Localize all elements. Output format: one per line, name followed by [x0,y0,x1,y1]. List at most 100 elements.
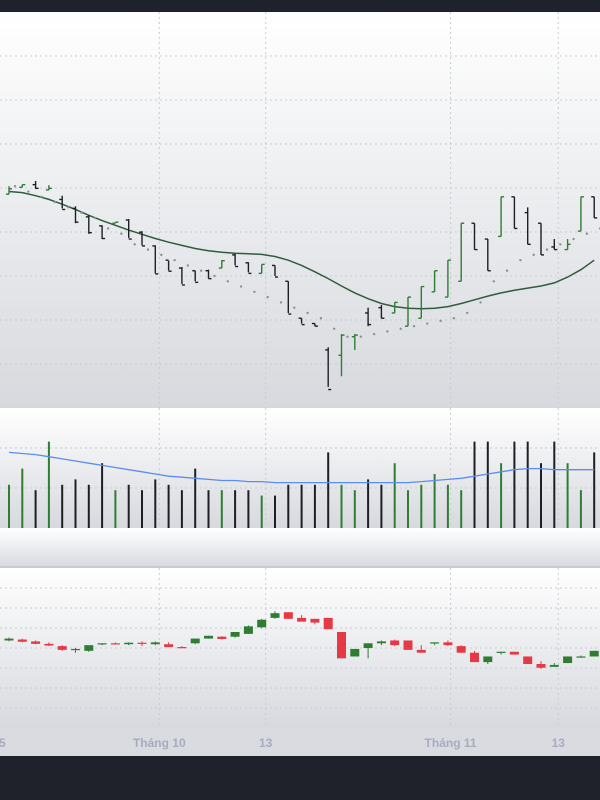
volume-bar [407,490,409,528]
price-dot-marker [572,237,575,241]
price-dot-marker [279,301,283,304]
volume-bar [433,474,436,528]
price-dot-marker [120,232,123,235]
price-dot-marker [67,206,70,209]
candle-body [470,652,479,663]
price-dot-marker [452,317,456,320]
volume-bar [367,479,370,528]
candle-body [31,641,41,644]
price-panel [0,12,600,408]
candle-body [297,617,307,622]
candle-body [44,643,54,646]
candle-body [177,647,187,649]
volume-bar [8,484,10,528]
bottom-frame-bar [0,756,600,800]
volume-bar [167,484,170,528]
volume-bar [127,484,130,528]
price-dot-marker [106,227,110,230]
price-dot-marker [426,322,429,325]
price-dot-marker [306,311,309,315]
candle-body [57,646,67,650]
price-dot-marker [27,190,30,193]
volume-bar [207,490,210,528]
candle-body [204,635,213,639]
candle-body [443,642,453,646]
candle-body [71,648,80,651]
price-dot-marker [585,232,589,235]
price-dot-marker [439,319,442,323]
price-dot-marker [133,243,136,246]
x-axis-tick-label: 13 [552,736,566,750]
volume-bar [274,495,276,528]
candle-body [483,656,493,663]
volume-bar [300,484,303,528]
volume-bar [247,490,250,528]
x-axis-tick-label: 13 [259,736,273,750]
volume-bar [460,490,463,528]
volume-bar [34,490,37,528]
price-dot-marker [53,200,57,204]
volume-bar [87,484,90,528]
volume-bar [420,484,423,528]
volume-bar [353,490,356,528]
volume-bar [47,441,50,528]
candle-body [217,636,227,639]
volume-bar [327,452,330,528]
price-dot-marker [173,258,176,262]
volume-bar [154,479,157,528]
volume-bar [393,463,396,528]
candle-body [390,640,400,646]
price-dot-marker [559,243,562,246]
candle-body [110,643,120,645]
candle-body [430,642,440,644]
candle-body [283,612,293,619]
volume-bar [74,479,77,528]
volume-bar [380,484,383,528]
top-frame-bar [0,0,600,12]
candle-body [310,618,320,623]
volume-bar [446,484,449,528]
price-dot-marker [226,280,229,283]
price-dot-marker [505,269,509,272]
candle-body [257,619,267,628]
volume-bar [553,441,556,528]
price-dot-marker [40,195,43,198]
volume-bar [526,441,529,528]
candle-body [403,640,413,650]
x-axis-tick-label: Tháng 11 [425,736,477,750]
candle-body [576,656,586,658]
price-dot-marker [239,285,243,288]
price-dot-marker [386,330,389,333]
price-dot-marker [253,290,256,294]
price-dot-marker [333,327,336,330]
volume-bar [114,490,117,528]
volume-bar [180,490,183,528]
price-dot-marker [213,274,216,278]
price-dot-marker [519,258,522,262]
candle-body [230,632,240,637]
price-dot-marker [80,211,83,214]
x-axis: 5 Tháng 10 13 Tháng 11 13 [0,728,600,756]
candle-body [350,648,360,657]
volume-panel-background [0,408,600,528]
x-axis-tick-label: 5 [0,736,6,750]
price-dot-marker [93,216,97,220]
price-dot-marker [545,248,549,251]
volume-bar [260,495,263,528]
price-dot-marker [479,301,482,304]
volume-moving-average-line [8,451,595,484]
candle-body [363,643,373,648]
x-axis-labels: 5 Tháng 10 13 Tháng 11 13 [0,736,565,750]
volume-bar [21,468,24,528]
price-panel-background [0,12,600,408]
price-dot-marker [293,306,296,309]
candle-body [456,646,466,653]
price-dot-marker [200,269,203,272]
volume-bar [579,490,582,528]
candle-body [509,651,519,655]
volume-bar [340,484,343,528]
price-dot-marker [13,185,17,188]
candle-body [270,613,280,618]
candle-grid [0,568,600,728]
candle-body [190,638,200,644]
